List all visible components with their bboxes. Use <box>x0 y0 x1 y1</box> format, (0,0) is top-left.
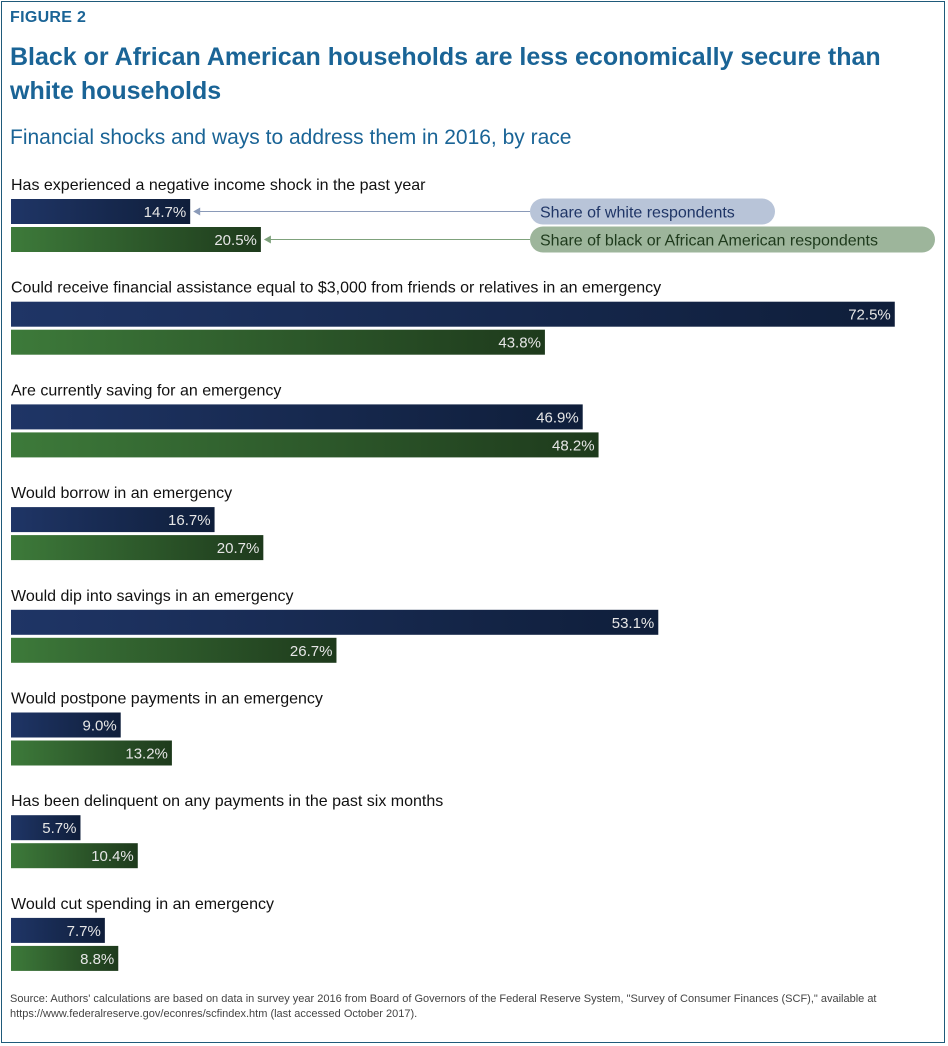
value-label: 10.4% <box>91 848 134 865</box>
bar-black <box>11 740 172 766</box>
legend-layer: Share of white respondents Share of black… <box>193 198 935 253</box>
value-label: 46.9% <box>536 409 579 426</box>
value-label: 5.7% <box>42 820 76 837</box>
legend-white-pill <box>530 198 775 225</box>
bar-white <box>11 712 121 738</box>
value-label: 14.7% <box>144 204 187 221</box>
legend-black-pill <box>530 226 935 253</box>
category-label: Could receive financial assistance equal… <box>11 280 661 297</box>
legend-white-arrow <box>193 207 201 216</box>
value-label: 7.7% <box>67 923 101 940</box>
bar-white <box>11 815 81 841</box>
bar-black <box>11 535 264 561</box>
value-label: 8.8% <box>80 951 114 968</box>
legend-black-arrow <box>263 235 271 244</box>
value-label: 72.5% <box>848 307 891 324</box>
bar-white <box>11 301 895 327</box>
value-label: 20.7% <box>217 540 260 557</box>
category-label: Would borrow in an emergency <box>11 485 232 502</box>
legend-black-label: Share of black or African American respo… <box>540 233 878 250</box>
category-label: Has experienced a negative income shock … <box>11 177 426 194</box>
category-label: Would cut spending in an emergency <box>11 896 274 913</box>
value-label: 20.5% <box>214 232 257 249</box>
bar-white <box>11 199 191 224</box>
bar-white <box>11 507 215 533</box>
bar-black <box>11 637 337 663</box>
bars-layer: Has experienced a negative income shock … <box>11 177 895 971</box>
value-label: 53.1% <box>612 615 655 632</box>
value-label: 13.2% <box>125 746 168 763</box>
category-label: Would dip into savings in an emergency <box>11 588 294 605</box>
chart-subtitle: Financial shocks and ways to address the… <box>10 126 572 149</box>
bar-white <box>11 404 583 430</box>
value-label: 16.7% <box>168 512 211 529</box>
bar-black <box>11 843 138 869</box>
legend-white-label: Share of white respondents <box>540 205 735 222</box>
chart-title: Black or African American households are… <box>10 43 881 105</box>
value-label: 48.2% <box>552 437 595 454</box>
bar-black <box>11 945 119 971</box>
bar-black <box>11 432 599 458</box>
bar-black <box>11 227 261 252</box>
value-label: 9.0% <box>83 718 117 735</box>
figure-label: FIGURE 2 <box>10 9 87 26</box>
category-label: Are currently saving for an emergency <box>11 382 281 399</box>
category-label: Has been delinquent on any payments in t… <box>11 793 443 810</box>
bar-white <box>11 917 105 943</box>
value-label: 43.8% <box>498 335 541 352</box>
value-label: 26.7% <box>290 643 333 660</box>
source-note: Source: Authors' calculations are based … <box>10 993 877 1020</box>
bar-black <box>11 329 545 355</box>
bar-white <box>11 609 659 635</box>
category-label: Would postpone payments in an emergency <box>11 691 323 708</box>
